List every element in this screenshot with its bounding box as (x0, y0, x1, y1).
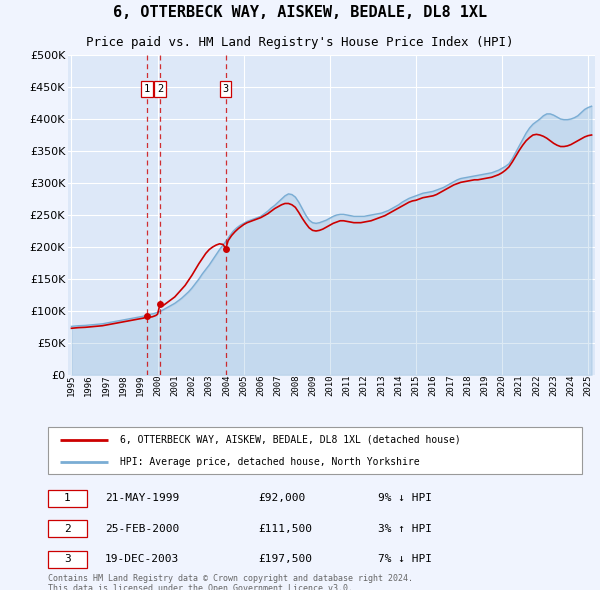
Text: 6, OTTERBECK WAY, AISKEW, BEDALE, DL8 1XL (detached house): 6, OTTERBECK WAY, AISKEW, BEDALE, DL8 1X… (120, 435, 461, 445)
Text: 2022: 2022 (532, 375, 541, 396)
Text: 2025: 2025 (584, 375, 593, 396)
Text: 1995: 1995 (67, 375, 76, 396)
Text: 2007: 2007 (274, 375, 283, 396)
Text: 3: 3 (64, 555, 71, 565)
Text: 2012: 2012 (360, 375, 369, 396)
Text: £197,500: £197,500 (258, 555, 312, 565)
Text: 2019: 2019 (480, 375, 489, 396)
Text: 2003: 2003 (205, 375, 214, 396)
Text: 1: 1 (144, 84, 150, 94)
Text: 2000: 2000 (153, 375, 162, 396)
Text: 2016: 2016 (428, 375, 437, 396)
Text: 1996: 1996 (84, 375, 93, 396)
Text: 2017: 2017 (446, 375, 455, 396)
Text: 9% ↓ HPI: 9% ↓ HPI (378, 493, 432, 503)
Text: 25-FEB-2000: 25-FEB-2000 (105, 524, 179, 534)
Text: 2010: 2010 (325, 375, 334, 396)
Text: This data is licensed under the Open Government Licence v3.0.: This data is licensed under the Open Gov… (48, 584, 353, 590)
Text: 2020: 2020 (497, 375, 506, 396)
Text: 2024: 2024 (566, 375, 575, 396)
Text: 6, OTTERBECK WAY, AISKEW, BEDALE, DL8 1XL: 6, OTTERBECK WAY, AISKEW, BEDALE, DL8 1X… (113, 5, 487, 19)
Text: Contains HM Land Registry data © Crown copyright and database right 2024.: Contains HM Land Registry data © Crown c… (48, 573, 413, 582)
Text: HPI: Average price, detached house, North Yorkshire: HPI: Average price, detached house, Nort… (120, 457, 419, 467)
Text: 2009: 2009 (308, 375, 317, 396)
Text: 2015: 2015 (412, 375, 421, 396)
Text: 2021: 2021 (515, 375, 524, 396)
Text: 2005: 2005 (239, 375, 248, 396)
Text: £92,000: £92,000 (258, 493, 305, 503)
FancyBboxPatch shape (48, 551, 87, 568)
Text: 2013: 2013 (377, 375, 386, 396)
Text: Price paid vs. HM Land Registry's House Price Index (HPI): Price paid vs. HM Land Registry's House … (86, 37, 514, 50)
Text: 21-MAY-1999: 21-MAY-1999 (105, 493, 179, 503)
Text: 7% ↓ HPI: 7% ↓ HPI (378, 555, 432, 565)
Text: 2004: 2004 (222, 375, 231, 396)
FancyBboxPatch shape (48, 427, 582, 474)
FancyBboxPatch shape (48, 520, 87, 537)
Text: 2018: 2018 (463, 375, 472, 396)
Text: 2008: 2008 (291, 375, 300, 396)
Text: 1999: 1999 (136, 375, 145, 396)
Text: 2011: 2011 (343, 375, 352, 396)
Text: 1997: 1997 (101, 375, 110, 396)
Text: 1998: 1998 (119, 375, 128, 396)
Text: 2006: 2006 (256, 375, 265, 396)
Text: 1: 1 (64, 493, 71, 503)
FancyBboxPatch shape (48, 490, 87, 507)
Text: 2: 2 (64, 524, 71, 534)
Text: 3: 3 (223, 84, 229, 94)
Text: 2014: 2014 (394, 375, 403, 396)
Text: £111,500: £111,500 (258, 524, 312, 534)
Text: 2002: 2002 (188, 375, 197, 396)
Text: 3% ↑ HPI: 3% ↑ HPI (378, 524, 432, 534)
Text: 2001: 2001 (170, 375, 179, 396)
Text: 2023: 2023 (549, 375, 558, 396)
Text: 19-DEC-2003: 19-DEC-2003 (105, 555, 179, 565)
Text: 2: 2 (157, 84, 163, 94)
